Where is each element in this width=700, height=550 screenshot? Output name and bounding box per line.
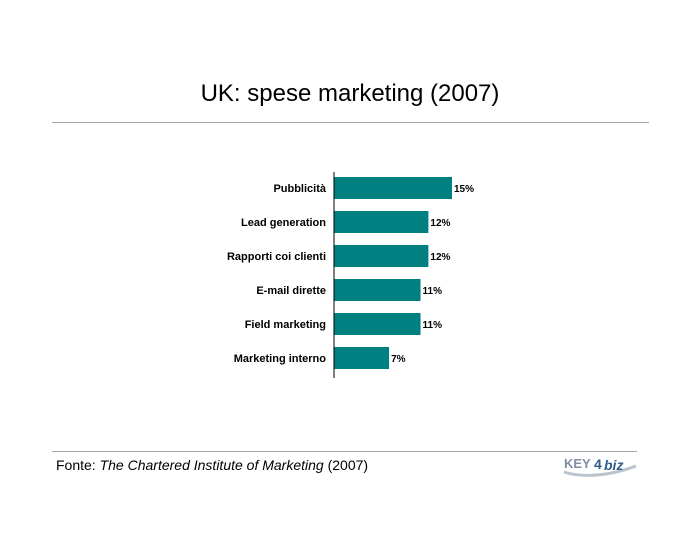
logo-biz: biz — [604, 457, 623, 473]
logo-key: KEY — [564, 456, 591, 471]
category-label: Pubblicità — [273, 183, 326, 195]
bar-value-label: 12% — [430, 218, 450, 229]
bar-value-label: 15% — [454, 184, 474, 195]
source-title: The Chartered Institute of Marketing — [99, 457, 324, 473]
title-divider — [52, 122, 649, 123]
bar-value-label: 11% — [423, 320, 443, 331]
logo-four: 4 — [594, 456, 602, 472]
bar-value-label: 11% — [423, 286, 443, 297]
category-label: Rapporti coi clienti — [227, 251, 326, 263]
bar — [334, 313, 421, 335]
logo-swoosh — [563, 464, 637, 477]
source-prefix: Fonte: — [56, 457, 100, 473]
chart-title: UK: spese marketing (2007) — [200, 80, 500, 107]
source-year: (2007) — [323, 457, 369, 473]
bar-value-label: 12% — [430, 252, 450, 263]
bar — [334, 177, 452, 199]
category-label: E-mail dirette — [256, 285, 326, 297]
category-label: Marketing interno — [234, 353, 327, 365]
bar — [334, 347, 390, 369]
footer-divider — [52, 451, 637, 452]
bar — [334, 245, 429, 267]
key4biz-logo: KEY 4 biz — [563, 456, 637, 477]
bar-value-label: 7% — [391, 354, 406, 365]
category-label: Field marketing — [245, 319, 326, 331]
source-note: Fonte: The Chartered Institute of Market… — [56, 457, 368, 473]
bar — [334, 211, 429, 233]
bar — [334, 279, 421, 301]
category-label: Lead generation — [241, 217, 326, 229]
